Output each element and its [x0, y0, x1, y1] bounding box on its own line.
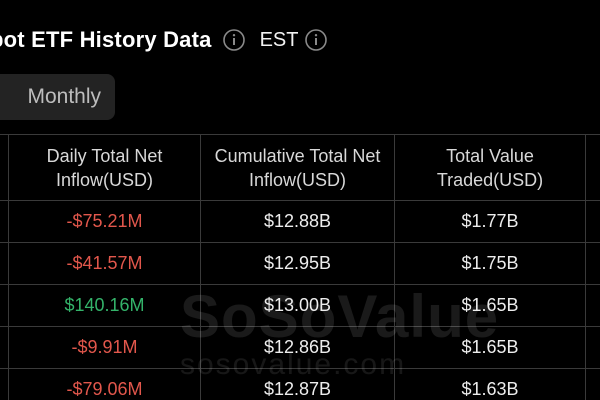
table-header-row: Daily Total Net Inflow(USD) Cumulative T… [0, 134, 600, 201]
header-total-value-traded[interactable]: Total Value Traded(USD) [394, 135, 586, 200]
daily-net-inflow-cell: -$79.06M [8, 369, 200, 400]
daily-net-inflow-cell: -$9.91M [8, 327, 200, 368]
etf-history-table: Daily Total Net Inflow(USD) Cumulative T… [0, 134, 600, 400]
page-header: pot ETF History Data EST [0, 22, 328, 58]
table-row: -$79.06M $12.87B $1.63B [0, 369, 600, 400]
tab-monthly-label: Monthly [27, 85, 101, 108]
total-value-traded-cell: $1.65B [394, 327, 586, 368]
header-cumulative-net-inflow[interactable]: Cumulative Total Net Inflow(USD) [200, 135, 394, 200]
tab-monthly[interactable]: Monthly [0, 74, 115, 120]
header-daily-net-inflow[interactable]: Daily Total Net Inflow(USD) [8, 135, 200, 200]
total-value-traded-cell: $1.77B [394, 201, 586, 242]
total-value-traded-cell: $1.63B [394, 369, 586, 400]
cumulative-net-inflow-cell: $12.88B [200, 201, 394, 242]
table-row: -$75.21M $12.88B $1.77B [0, 201, 600, 243]
page-title: pot ETF History Data [0, 27, 212, 52]
daily-net-inflow-cell: -$75.21M [8, 201, 200, 242]
daily-net-inflow-cell: -$41.57M [8, 243, 200, 284]
table-row: $140.16M $13.00B $1.65B [0, 285, 600, 327]
cumulative-net-inflow-cell: $12.87B [200, 369, 394, 400]
info-icon[interactable] [222, 28, 246, 52]
table-row: -$9.91M $12.86B $1.65B [0, 327, 600, 369]
daily-net-inflow-cell: $140.16M [8, 285, 200, 326]
cumulative-net-inflow-cell: $13.00B [200, 285, 394, 326]
cumulative-net-inflow-cell: $12.95B [200, 243, 394, 284]
timezone-label: EST [259, 28, 299, 51]
total-value-traded-cell: $1.65B [394, 285, 586, 326]
table-row: -$41.57M $12.95B $1.75B [0, 243, 600, 285]
cumulative-net-inflow-cell: $12.86B [200, 327, 394, 368]
timezone-info-icon[interactable] [304, 28, 328, 52]
total-value-traded-cell: $1.75B [394, 243, 586, 284]
